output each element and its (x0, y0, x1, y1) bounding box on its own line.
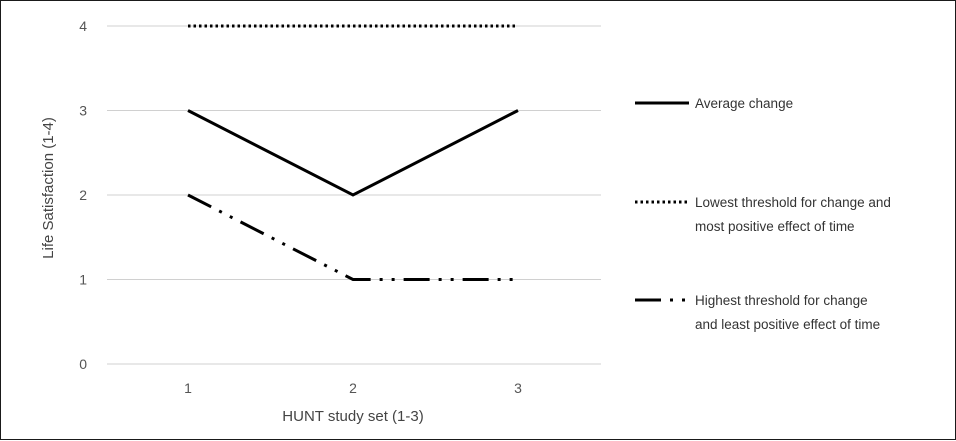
legend-item: Lowest threshold for change and most posi… (635, 195, 891, 234)
x-tick-label: 3 (514, 380, 522, 396)
y-tick-label: 2 (79, 187, 87, 203)
legend-item: Highest threshold for change and least po… (635, 293, 880, 332)
legend-label: Highest threshold for change (695, 293, 868, 308)
x-axis-label: HUNT study set (1-3) (282, 408, 423, 425)
legend-label: and least positive effect of time (695, 317, 880, 332)
y-tick-label: 4 (79, 18, 87, 34)
legend: Average change Lowest threshold for chang… (635, 96, 891, 332)
legend-label: Lowest threshold for change and (695, 195, 891, 210)
x-axis-ticks: 1 2 3 (184, 380, 522, 396)
series-lines (187, 24, 519, 281)
legend-item: Average change (635, 96, 793, 111)
x-tick-label: 1 (184, 380, 192, 396)
y-tick-label: 3 (79, 103, 87, 119)
y-axis-label: Life Satisfaction (1-4) (40, 117, 57, 259)
legend-label: most positive effect of time (695, 219, 855, 234)
x-tick-label: 2 (349, 380, 357, 396)
legend-label: Average change (695, 96, 793, 111)
y-tick-label: 0 (79, 356, 87, 372)
y-axis-ticks: 0 1 2 3 4 (79, 18, 87, 372)
series-line-3 (187, 193, 518, 281)
series-line-1 (187, 109, 519, 197)
y-tick-label: 1 (79, 272, 87, 288)
